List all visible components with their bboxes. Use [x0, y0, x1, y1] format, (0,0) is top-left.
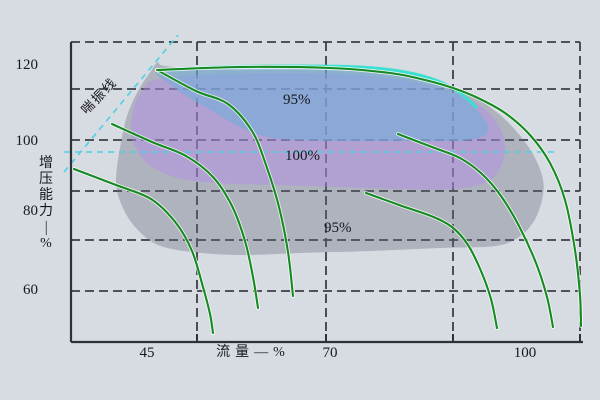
region-label-100: 100%	[285, 148, 320, 164]
y-axis-title-char: 增	[39, 156, 53, 171]
region-label-95-inner: 95%	[283, 92, 311, 108]
surge-line	[63, 34, 179, 173]
y-axis-title-char: 力	[39, 204, 53, 219]
x-tick-70: 70	[322, 345, 338, 361]
speed-line-1	[72, 167, 215, 335]
x-axis-title: 流量—%	[216, 345, 290, 360]
y-tick-60: 60	[23, 282, 38, 298]
y-tick-120: 120	[15, 57, 39, 73]
y-axis-title-char: %	[40, 236, 52, 251]
y-tick-100: 100	[15, 133, 39, 149]
efficiency-95-inner	[155, 66, 489, 142]
x-tick-100: 100	[513, 345, 537, 361]
y-tick-80: 80	[23, 203, 38, 219]
speed-line-max	[155, 65, 583, 328]
x-tick-45: 45	[139, 345, 155, 361]
speed-line-2	[110, 122, 260, 310]
y-axis-title-char: —	[39, 221, 54, 235]
y-axis-title-char: 能	[39, 188, 53, 203]
speed-line-3	[155, 68, 295, 298]
y-axis-title: 增压能力 —%	[33, 156, 59, 252]
y-axis-title-char: 压	[39, 172, 53, 187]
region-label-95-outer: 95%	[324, 220, 352, 236]
speed-line-5	[396, 132, 555, 329]
speed-line-4	[364, 191, 499, 330]
